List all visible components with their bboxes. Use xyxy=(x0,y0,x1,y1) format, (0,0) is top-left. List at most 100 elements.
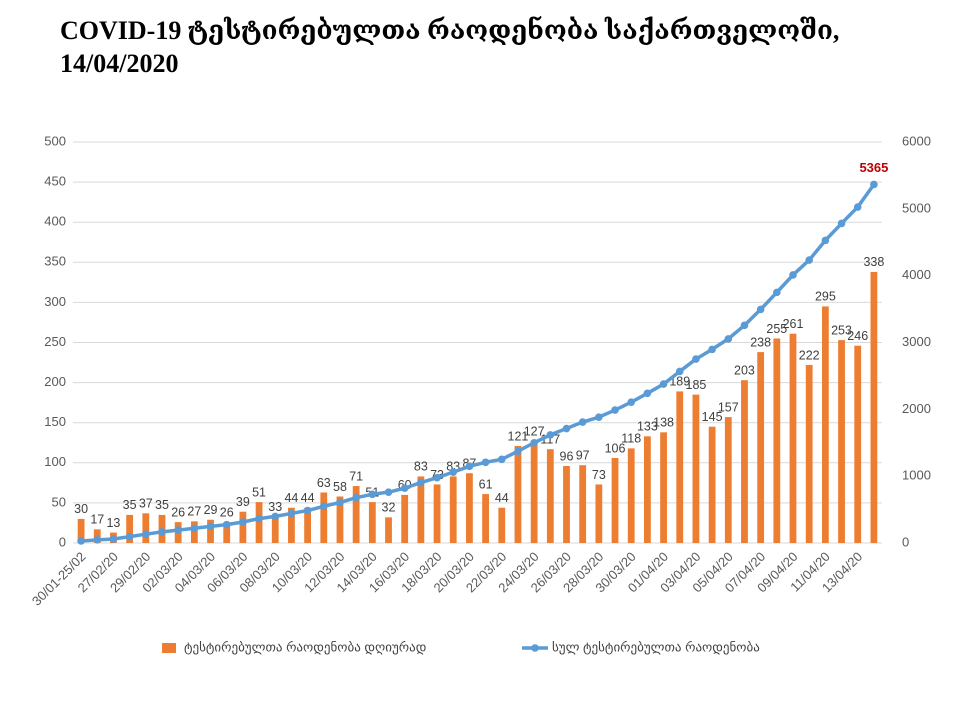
y-tick-label: 450 xyxy=(44,174,66,189)
y2-tick-label: 0 xyxy=(902,534,909,549)
data-label: 106 xyxy=(605,441,626,455)
chart-title: COVID-19 ტესტირებულთა რაოდენობა საქართვე… xyxy=(60,15,839,45)
data-label: 121 xyxy=(508,429,529,443)
bar xyxy=(741,380,748,543)
line-marker xyxy=(271,512,280,521)
y-tick-label: 400 xyxy=(44,214,66,229)
legend-label: ტესტირებულთა რაოდენობა დღიურად xyxy=(184,639,426,654)
data-label: 33 xyxy=(268,500,282,514)
bar xyxy=(724,417,732,543)
bar xyxy=(190,521,198,543)
line-marker xyxy=(400,484,409,492)
line-marker xyxy=(352,493,360,502)
bar xyxy=(304,507,312,543)
line-marker xyxy=(675,367,684,376)
data-label: 32 xyxy=(382,501,396,515)
data-label: 255 xyxy=(766,322,787,336)
bar xyxy=(805,364,813,543)
bar xyxy=(530,441,538,543)
line-marker xyxy=(562,424,571,433)
line-marker xyxy=(659,380,668,388)
bar xyxy=(611,457,619,543)
data-label: 338 xyxy=(863,255,884,269)
line-marker xyxy=(870,180,878,189)
bar xyxy=(433,484,441,543)
data-label: 44 xyxy=(284,491,298,505)
bar xyxy=(579,465,587,543)
y2-tick-label: 4000 xyxy=(902,267,931,282)
line-marker xyxy=(578,418,587,426)
line-marker xyxy=(611,406,619,414)
data-label: 30 xyxy=(74,502,88,516)
line-marker xyxy=(93,536,102,544)
data-label: 127 xyxy=(524,424,545,438)
y-tick-label: 50 xyxy=(52,494,66,509)
bar xyxy=(401,494,409,543)
chart-title: 14/04/2020 xyxy=(60,49,178,78)
line-marker xyxy=(837,219,846,228)
data-label: 145 xyxy=(702,410,723,424)
y2-tick-label: 1000 xyxy=(902,468,931,483)
data-label: 185 xyxy=(686,378,707,392)
data-label: 246 xyxy=(847,329,868,343)
data-label: 138 xyxy=(653,416,674,430)
bar xyxy=(789,333,797,543)
data-label: 44 xyxy=(301,491,315,505)
line-marker xyxy=(222,520,231,529)
data-label: 13 xyxy=(106,516,120,530)
legend-swatch xyxy=(531,644,539,652)
line-marker xyxy=(206,522,215,531)
y-tick-label: 250 xyxy=(44,334,66,349)
line-marker xyxy=(821,236,830,245)
bar xyxy=(336,496,344,543)
line-marker xyxy=(142,530,150,538)
bar xyxy=(854,345,862,543)
data-label: 118 xyxy=(621,432,641,446)
bar xyxy=(207,519,214,543)
line-marker xyxy=(465,462,474,471)
line-marker xyxy=(433,473,441,482)
data-label: 238 xyxy=(750,335,771,349)
line-marker xyxy=(158,528,166,536)
line-marker xyxy=(239,518,247,526)
bar xyxy=(692,394,700,543)
bar xyxy=(708,426,716,543)
line-marker xyxy=(789,271,797,279)
y-tick-label: 100 xyxy=(44,454,66,469)
data-label: 157 xyxy=(718,400,739,414)
legend-label: სულ ტესტირებულთა რაოდენობა xyxy=(552,639,760,654)
bar xyxy=(352,486,360,543)
bar xyxy=(482,494,489,543)
data-label: 63 xyxy=(317,476,331,490)
bar xyxy=(870,271,878,543)
line-marker xyxy=(174,526,182,534)
bar xyxy=(271,516,279,543)
y2-tick-label: 2000 xyxy=(902,401,931,416)
y-tick-label: 200 xyxy=(44,374,66,389)
bar xyxy=(838,340,845,543)
data-label: 71 xyxy=(349,469,363,483)
line-marker xyxy=(481,458,490,467)
data-label: 96 xyxy=(560,449,574,463)
line-marker xyxy=(530,438,538,447)
line-marker xyxy=(708,345,716,354)
data-label: 29 xyxy=(204,503,218,517)
line-marker xyxy=(692,355,700,363)
y-tick-label: 300 xyxy=(44,294,66,309)
y-tick-label: 150 xyxy=(44,414,66,429)
line-marker xyxy=(319,502,328,511)
data-label: 5365 xyxy=(859,160,888,175)
bar xyxy=(514,445,522,543)
line-marker xyxy=(77,537,85,545)
bar xyxy=(757,352,765,543)
y2-tick-label: 5000 xyxy=(902,200,931,215)
line-marker xyxy=(514,447,522,456)
bar xyxy=(288,507,295,543)
legend-swatch xyxy=(162,643,176,653)
bar xyxy=(77,518,85,543)
bar xyxy=(223,522,231,543)
data-label: 222 xyxy=(799,348,820,362)
line-marker xyxy=(125,532,134,541)
bar xyxy=(385,517,392,543)
